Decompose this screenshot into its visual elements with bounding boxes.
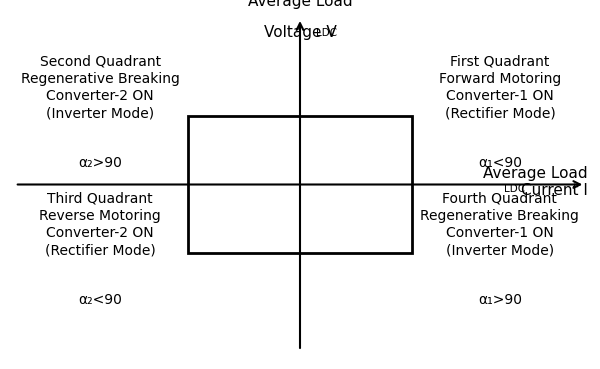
Text: First Quadrant
Forward Motoring
Converter-1 ON
(Rectifier Mode): First Quadrant Forward Motoring Converte… [439, 54, 561, 120]
Text: LDC: LDC [505, 184, 526, 194]
Text: Average Load: Average Load [248, 0, 352, 9]
Text: α₁<90: α₁<90 [478, 156, 522, 170]
Text: Average Load: Average Load [484, 166, 588, 182]
Text: Third Quadrant
Reverse Motoring
Converter-2 ON
(Rectifier Mode): Third Quadrant Reverse Motoring Converte… [39, 192, 161, 258]
Text: Current I: Current I [521, 183, 588, 198]
Text: α₂>90: α₂>90 [78, 156, 122, 170]
Text: α₂<90: α₂<90 [78, 293, 122, 307]
Text: Fourth Quadrant
Regenerative Breaking
Converter-1 ON
(Inverter Mode): Fourth Quadrant Regenerative Breaking Co… [421, 192, 580, 258]
Text: Voltage V: Voltage V [263, 25, 337, 40]
Text: LDC: LDC [316, 28, 337, 38]
Text: Second Quadrant
Regenerative Breaking
Converter-2 ON
(Inverter Mode): Second Quadrant Regenerative Breaking Co… [20, 54, 179, 120]
Bar [188, 116, 412, 253]
Text: α₁>90: α₁>90 [478, 293, 522, 307]
